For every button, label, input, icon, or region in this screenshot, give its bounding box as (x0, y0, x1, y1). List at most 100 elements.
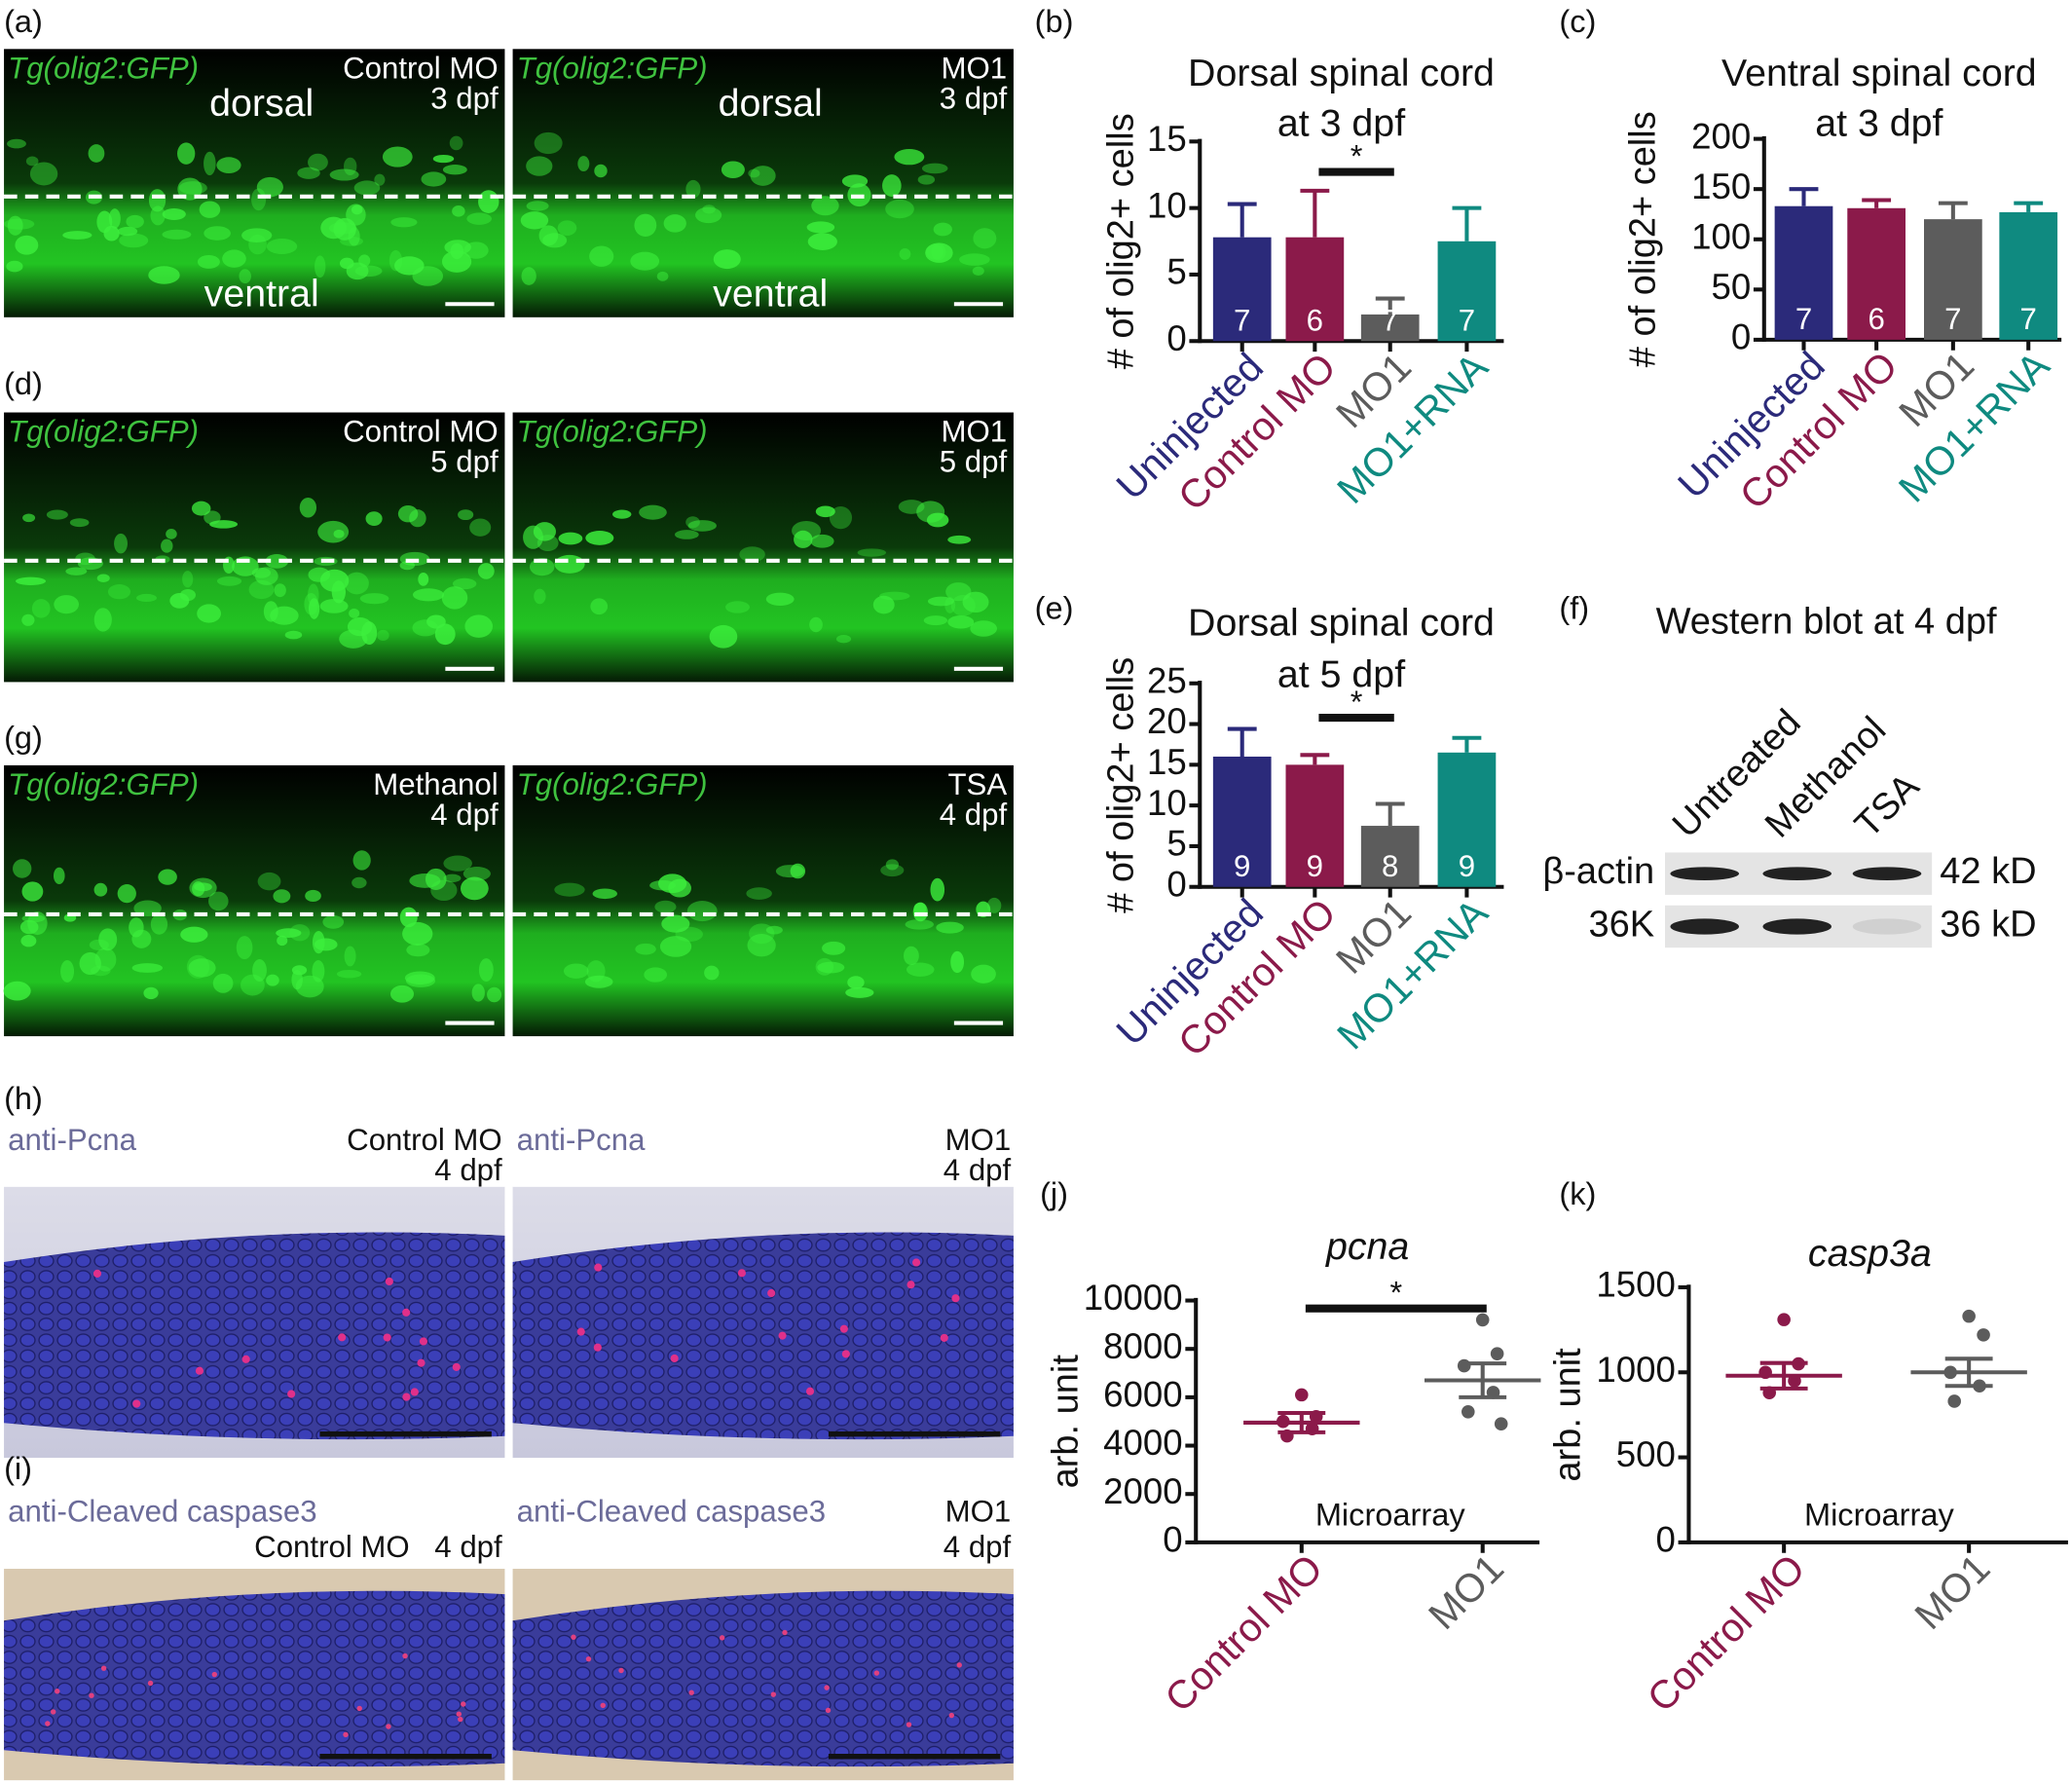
condition-label: Methanol (373, 767, 498, 801)
cell (704, 965, 720, 981)
cell (471, 984, 485, 1002)
cell (16, 576, 47, 585)
cell (906, 962, 935, 977)
cell (6, 260, 23, 273)
chart-title: casp3a (1808, 1232, 1932, 1275)
cell (845, 986, 874, 998)
cell (584, 975, 613, 988)
chart-title: at 3 dpf (1277, 101, 1405, 144)
cell (199, 201, 221, 218)
y-axis-label: arb. unit (1046, 1355, 1087, 1489)
cell (434, 623, 456, 646)
chart-title: Dorsal spinal cord (1188, 52, 1495, 94)
bar (1847, 207, 1906, 340)
bar (1212, 237, 1272, 342)
cell (442, 165, 467, 175)
cell (933, 222, 952, 237)
cell (526, 156, 553, 176)
cell (284, 630, 303, 640)
cell (746, 887, 772, 900)
cell (305, 889, 321, 903)
cell (663, 214, 686, 233)
cell (65, 567, 88, 576)
cell (241, 228, 273, 242)
cell (276, 928, 302, 938)
stain (383, 1333, 391, 1342)
y-tick-label: 100 (1691, 216, 1751, 256)
cell (790, 863, 806, 879)
stain (456, 1711, 462, 1717)
stain (906, 1722, 912, 1727)
cell (644, 967, 668, 983)
cell (150, 205, 166, 226)
condition-label: Control MO (254, 1530, 410, 1564)
cell (594, 164, 608, 178)
cell (204, 151, 216, 176)
cell (661, 914, 690, 933)
cell (299, 497, 317, 518)
condition-label: MO1 (945, 1123, 1012, 1157)
cell (654, 900, 677, 913)
y-tick-label: 0 (1166, 864, 1186, 904)
cell (927, 596, 954, 607)
y-tick-label: 0 (1655, 1520, 1675, 1560)
cell (248, 234, 267, 255)
stain (100, 1665, 107, 1671)
stain (593, 1343, 602, 1352)
stain (600, 1702, 606, 1709)
cell (899, 247, 911, 260)
y-tick-label: 10 (1147, 783, 1187, 823)
cell (88, 144, 105, 163)
n-label: 6 (1307, 304, 1323, 338)
condition-label: TSA (947, 767, 1007, 801)
cell (469, 518, 492, 537)
cell (695, 206, 722, 224)
cell (161, 539, 173, 553)
cell (317, 520, 350, 543)
cell (460, 876, 489, 901)
cell (810, 534, 834, 548)
n-label: 6 (1868, 302, 1884, 336)
panel-label: (d) (4, 366, 43, 401)
cell (62, 231, 92, 240)
cell (685, 179, 701, 199)
bar (1285, 764, 1345, 887)
micrograph (4, 764, 505, 1037)
condition-label: MO1 (942, 415, 1008, 449)
condition-label: Control MO (347, 1123, 502, 1157)
cell (443, 873, 462, 883)
blot-title: Western blot at 4 dpf (1656, 602, 1997, 643)
chart-title: Ventral spinal cord (1721, 52, 2037, 94)
data-point (1457, 1358, 1471, 1373)
cell (452, 205, 465, 217)
stain (839, 1324, 848, 1333)
cell (962, 591, 989, 613)
cell (970, 620, 998, 637)
cell (119, 233, 149, 248)
band (1762, 918, 1832, 935)
cell (822, 941, 846, 955)
cell (179, 588, 197, 602)
cell (425, 868, 447, 890)
cell (807, 233, 837, 250)
dorsal-label: dorsal (209, 82, 314, 125)
band (1670, 918, 1739, 935)
cell (835, 635, 852, 644)
cell (254, 567, 278, 585)
cell (686, 901, 718, 922)
stain (805, 1387, 815, 1395)
y-tick-label: 200 (1691, 116, 1751, 156)
cell (15, 235, 39, 255)
cell (89, 939, 109, 951)
cell (478, 190, 500, 213)
stain (386, 1724, 391, 1729)
cell (239, 269, 251, 284)
panel-label: (h) (4, 1081, 43, 1116)
n-label: 7 (1795, 302, 1812, 336)
cell (612, 509, 632, 519)
x-tick-label: MO1 (1906, 1545, 1998, 1638)
stage-label: 4 dpf (430, 798, 499, 832)
data-point (1490, 1347, 1504, 1360)
cell (7, 215, 23, 236)
